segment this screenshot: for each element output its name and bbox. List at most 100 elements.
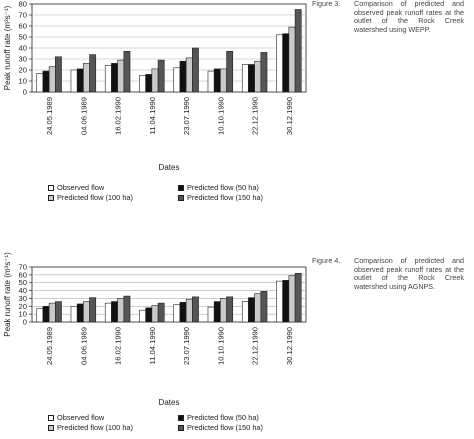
legend-label: Predicted flow (150 ha) [187,193,263,202]
bar-pred100 [151,68,159,93]
bar-pred150 [226,296,234,323]
legend-pred50: Predicted flow (50 ha) [178,413,259,422]
bar-pred50 [111,301,118,323]
bar-pred50 [282,33,290,93]
y-tick-label: 70 [19,263,27,272]
bar-pred50 [282,280,290,323]
bar-pred150 [123,295,131,323]
bar-pred100 [185,298,193,323]
x-tick-label: 04.06.1989 [79,327,88,365]
bar-pred150 [294,272,302,323]
legend-pred100: Predicted flow (100 ha) [48,423,133,432]
x-tick-label: 11.04.1990 [148,97,157,134]
bar-pred150 [55,301,62,323]
bar-pred100 [288,26,296,93]
bar-pred50 [213,301,221,323]
legend-pred150: Predicted flow (150 ha) [178,423,263,432]
bar-observed [241,301,249,323]
legend-observed: Observed flow [48,413,104,422]
figure-3-label: Figure 3. [312,0,341,8]
y-tick-label: 70 [19,11,27,20]
bar-pred50 [213,68,221,93]
legend-swatch-pred150 [178,425,184,431]
bar-pred150 [157,59,165,93]
bar-pred50 [76,68,84,93]
bar-observed [207,70,215,93]
y-tick-label: 40 [19,286,27,295]
bar-observed [241,64,249,93]
bar-pred150 [55,56,62,93]
legend-label: Observed flow [57,413,105,422]
bar-pred50 [76,303,84,323]
bar-observed [276,280,283,323]
x-tick-label: 11.04.1990 [148,327,157,364]
bar-pred150 [294,9,302,93]
bar-pred150 [260,52,268,93]
legend-swatch-pred50 [178,185,184,191]
y-tick-label: 40 [19,44,27,53]
bar-pred150 [192,296,199,323]
bar-observed [104,65,112,93]
bar-pred150 [89,54,97,93]
x-tick-label: 04.06.1989 [79,97,88,135]
bar-observed [276,34,283,93]
bar-pred100 [151,305,159,323]
bar-observed [104,302,112,323]
x-axis-label: Dates [159,163,180,172]
bar-pred150 [226,50,234,93]
legend-observed: Observed flow [48,183,104,192]
legend-label: Predicted flow (50 ha) [187,183,259,192]
bar-pred50 [42,70,50,93]
x-tick-label: 10.10.1990 [216,97,225,135]
x-tick-label: 22.12.1990 [251,97,260,135]
y-tick-label: 20 [19,302,27,311]
x-tick-label: 30.12.1990 [285,327,294,365]
y-tick-label: 0 [23,88,27,97]
legend-swatch-pred100 [48,195,54,201]
bar-pred100 [117,298,125,323]
bar-pred150 [192,47,199,93]
y-tick-label: 60 [19,270,27,279]
y-tick-label: 10 [19,77,27,86]
bar-observed [207,306,215,323]
y-tick-label: 0 [23,318,27,327]
bar-pred100 [254,60,262,93]
bar-pred150 [260,291,268,323]
y-tick-label: 50 [19,278,27,287]
bar-pred50 [42,305,50,323]
figure-3-caption-text: Comparison of predicted and observed pea… [354,0,464,34]
chart-1: 0 10 20 30 40 50 60 70 80 Peak runoff rate (m³s⁻¹… [3,0,307,172]
figure-4-caption-text: Comparison of predicted and observed pea… [354,256,464,291]
bar-pred50 [248,64,255,93]
y-tick-label: 20 [19,66,27,75]
y-tick-label: 60 [19,22,27,31]
legend-swatch-pred150 [178,195,184,201]
bar-pred150 [123,50,131,93]
figure-4-label: Figure 4. [312,256,341,265]
bar-observed [36,308,44,323]
bar-pred150 [157,302,165,323]
y-tick-label: 80 [19,0,27,9]
bar-pred100 [220,298,227,323]
x-tick-label: 16.02.1990 [114,327,123,365]
legend-swatch-pred50 [178,415,184,421]
bar-pred50 [145,74,153,93]
bar-pred150 [89,297,97,323]
x-tick-label: 24.05.1989 [45,97,54,135]
bar-pred100 [185,57,193,93]
bar-pred100 [83,63,90,93]
x-axis-label: Dates [159,398,180,407]
bar-pred100 [288,275,296,323]
legend-swatch-observed [48,415,54,421]
bar-pred50 [179,60,187,93]
legend-label: Predicted flow (100 ha) [57,193,133,202]
bar-pred100 [220,68,227,93]
x-tick-label: 16.02.1990 [114,97,123,135]
bar-observed [173,67,181,93]
bar-pred50 [248,297,255,323]
bar-observed [139,309,146,323]
legend-label: Predicted flow (100 ha) [57,423,133,432]
bar-observed [70,305,78,323]
